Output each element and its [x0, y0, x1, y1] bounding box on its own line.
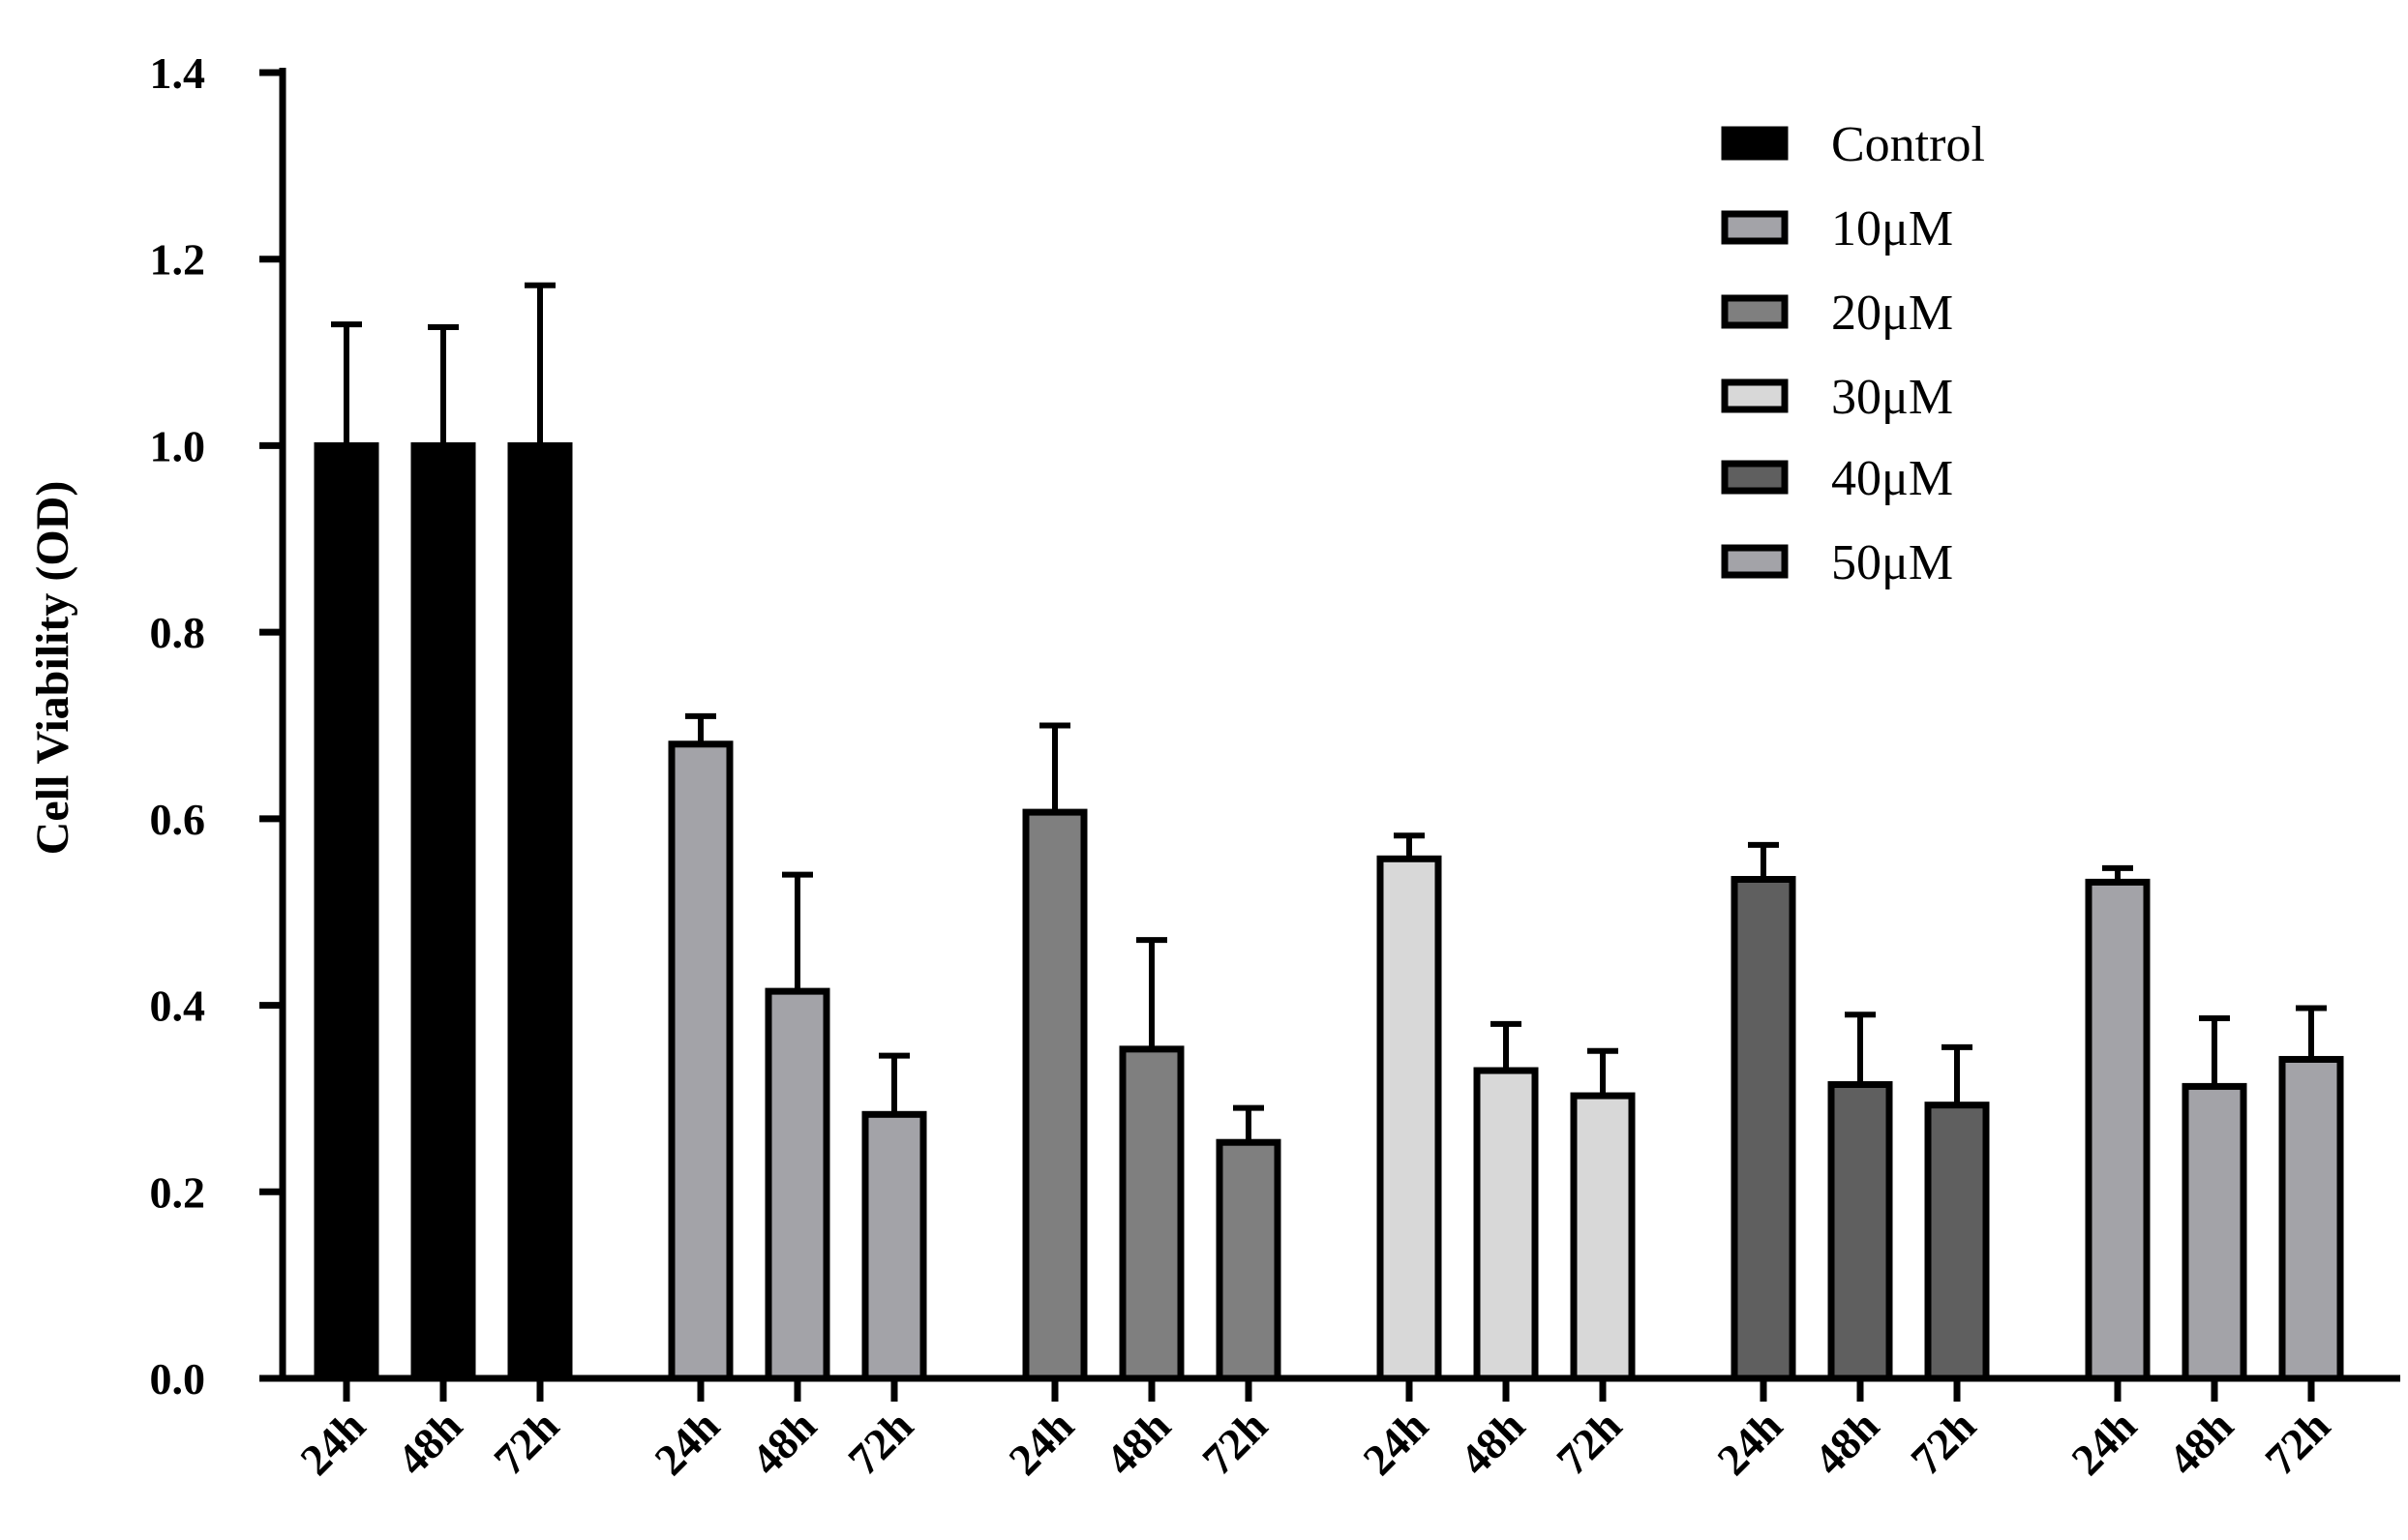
legend-swatch [1721, 460, 1789, 495]
axes-layer [261, 68, 2400, 1382]
legend-label: 40μM [1831, 451, 1953, 506]
bar [1119, 1045, 1185, 1382]
y-tick-label: 1.0 [150, 421, 206, 470]
x-tick-label: 24h [645, 1401, 729, 1485]
bar [668, 740, 734, 1382]
legend-item: 10μM [1721, 201, 1953, 257]
bar [2278, 1055, 2344, 1382]
legend-label: 20μM [1831, 286, 1953, 341]
legend-label: 50μM [1831, 535, 1953, 590]
bar [507, 441, 573, 1382]
x-tick-label: 24h [290, 1401, 375, 1485]
bar [765, 987, 830, 1382]
bar [1376, 855, 1442, 1382]
x-tick-label: 48h [1804, 1401, 1888, 1485]
legend: Control 10μM 20μM 30μM 40μM 50μM [1721, 117, 1985, 590]
bar [2182, 1082, 2247, 1382]
x-tick-label: 24h [1353, 1401, 1437, 1485]
bar [410, 441, 476, 1382]
bar [1827, 1080, 1893, 1382]
bar [1924, 1102, 1990, 1382]
legend-swatch [1721, 126, 1789, 161]
bars-layer [314, 282, 2344, 1382]
legend-item: 30μM [1721, 370, 1953, 425]
legend-label: Control [1831, 117, 1985, 172]
bar [861, 1110, 927, 1382]
x-tick-label: 48h [1450, 1401, 1534, 1485]
x-tick-label: 72h [1547, 1401, 1631, 1485]
x-tick-label: 48h [741, 1401, 826, 1485]
legend-swatch [1721, 378, 1789, 413]
x-tick-label: 48h [387, 1401, 471, 1485]
legend-swatch [1721, 544, 1789, 579]
x-tick-label: 72h [484, 1401, 568, 1485]
y-tick-label: 0.0 [150, 1354, 206, 1404]
legend-item: Control [1721, 117, 1985, 172]
y-tick-label: 0.6 [150, 795, 206, 844]
x-tick-label: 72h [1901, 1401, 1985, 1485]
legend-item: 20μM [1721, 286, 1953, 341]
y-tick-label: 1.4 [150, 48, 206, 98]
y-ticks: 0.0 0.2 0.4 0.6 0.8 1.0 1.2 1.4 [150, 48, 283, 1404]
x-tick-label: 72h [1192, 1401, 1277, 1485]
bar [2085, 878, 2151, 1382]
x-tick-label: 48h [2158, 1401, 2242, 1485]
x-tick-label: 72h [838, 1401, 922, 1485]
x-ticks: 24h 48h 72h 24h 48h 72h 24h 48h 72h 24h 48h 72h 24h 4… [290, 1378, 2339, 1485]
legend-item: 50μM [1721, 535, 1953, 590]
bar [1473, 1067, 1539, 1382]
x-tick-label: 24h [2062, 1401, 2146, 1485]
legend-swatch [1721, 210, 1789, 245]
bar [1731, 875, 1796, 1382]
bar [1570, 1092, 1636, 1382]
x-tick-label: 48h [1096, 1401, 1180, 1485]
bar [1022, 808, 1088, 1382]
x-tick-label: 24h [1707, 1401, 1791, 1485]
legend-item: 40μM [1721, 451, 1953, 506]
x-tick-label: 72h [2255, 1401, 2339, 1485]
y-tick-label: 0.4 [150, 981, 206, 1031]
legend-label: 10μM [1831, 201, 1953, 257]
legend-label: 30μM [1831, 370, 1953, 425]
bar [314, 441, 379, 1382]
bar [1216, 1138, 1281, 1382]
y-tick-label: 0.2 [150, 1167, 206, 1217]
y-tick-label: 0.8 [150, 608, 206, 657]
legend-swatch [1721, 294, 1789, 329]
y-axis-title: Cell Viability (OD) [27, 481, 78, 856]
x-tick-label: 24h [999, 1401, 1083, 1485]
y-tick-label: 1.2 [150, 235, 206, 285]
